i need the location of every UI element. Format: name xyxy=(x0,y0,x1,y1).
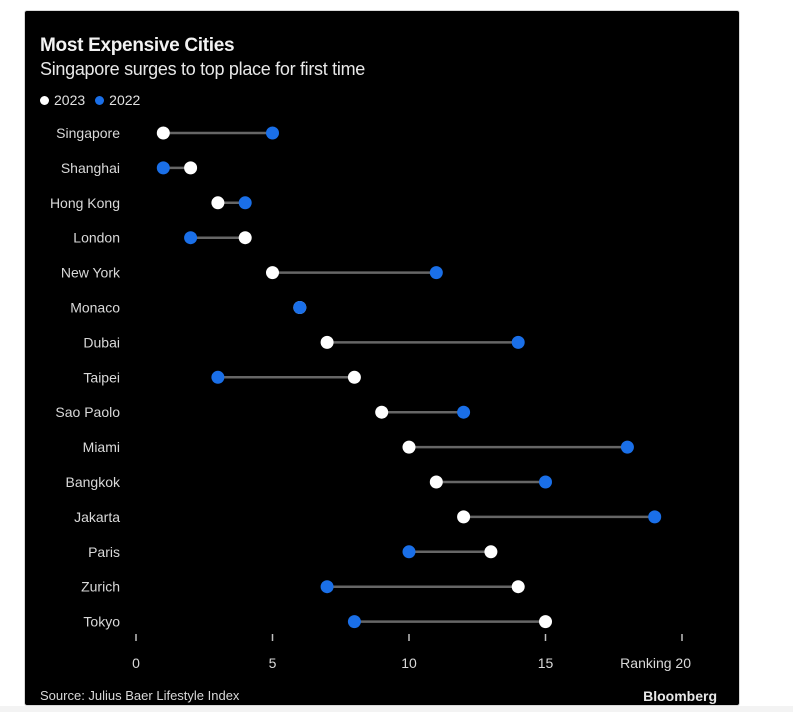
point-2022 xyxy=(429,266,443,280)
point-2022 xyxy=(293,301,307,314)
point-2022 xyxy=(266,126,279,140)
category-label: Singapore xyxy=(56,125,120,141)
category-label: Hong Kong xyxy=(50,195,120,211)
point-2023 xyxy=(266,266,279,280)
legend-label-2022: 2022 xyxy=(109,92,141,108)
category-label: London xyxy=(73,230,120,246)
point-2022 xyxy=(320,580,334,594)
category-label: New York xyxy=(61,265,121,281)
point-2023 xyxy=(184,161,198,175)
category-label: Bangkok xyxy=(66,474,121,490)
category-label: Monaco xyxy=(70,300,120,316)
point-2023 xyxy=(238,231,252,245)
category-label: Taipei xyxy=(83,369,120,385)
legend-dot-icon-2022 xyxy=(95,95,105,105)
legend-item-2022: 2022 xyxy=(95,92,140,108)
point-2022 xyxy=(511,335,525,349)
x-tick-label: 10 xyxy=(401,655,417,671)
point-2023 xyxy=(211,196,225,210)
legend-dot-icon-2023 xyxy=(40,95,49,105)
legend-item-2023: 2023 xyxy=(40,92,85,108)
point-2022 xyxy=(539,475,552,489)
point-2022 xyxy=(457,405,471,419)
x-tick-label: Ranking 20 xyxy=(620,655,691,671)
point-2022 xyxy=(156,161,170,175)
point-2022 xyxy=(620,440,634,454)
legend: 2023 2022 xyxy=(40,92,150,108)
point-2022 xyxy=(211,370,225,384)
point-2022 xyxy=(238,196,252,210)
point-2023 xyxy=(457,510,471,524)
x-tick-label: 5 xyxy=(269,655,277,671)
point-2022 xyxy=(648,510,662,524)
category-label: Jakarta xyxy=(74,509,120,525)
source-note: Source: Julius Baer Lifestyle Index xyxy=(40,688,240,703)
point-2023 xyxy=(429,475,443,489)
x-tick-label: 15 xyxy=(538,655,554,671)
point-2023 xyxy=(484,545,498,559)
category-label: Sao Paolo xyxy=(55,404,120,420)
point-2022 xyxy=(402,545,416,559)
point-2023 xyxy=(320,335,334,349)
point-2023 xyxy=(539,615,552,629)
point-2022 xyxy=(184,231,198,245)
page-bottom-strip xyxy=(0,706,793,712)
chart-subtitle: Singapore surges to top place for first … xyxy=(40,59,365,79)
dumbbell-chart: Singapore Shanghai Hong Kong London New York… xyxy=(50,125,691,671)
category-label: Dubai xyxy=(83,334,120,350)
chart-panel: Most Expensive Cities Singapore surges t… xyxy=(24,10,740,706)
category-label: Paris xyxy=(88,544,120,560)
point-2023 xyxy=(375,405,389,419)
point-2022 xyxy=(347,615,361,629)
point-2023 xyxy=(347,370,361,384)
point-2023 xyxy=(511,580,525,594)
category-label: Miami xyxy=(83,439,120,455)
point-2023 xyxy=(156,126,170,140)
point-2023 xyxy=(402,440,416,454)
category-label: Zurich xyxy=(81,579,120,595)
chart-title: Most Expensive Cities xyxy=(40,35,235,56)
bloomberg-logo: Bloomberg xyxy=(643,688,717,704)
category-label: Shanghai xyxy=(61,160,120,176)
legend-label-2023: 2023 xyxy=(54,92,86,108)
category-label: Tokyo xyxy=(83,614,120,630)
x-tick-label: 0 xyxy=(132,655,140,671)
